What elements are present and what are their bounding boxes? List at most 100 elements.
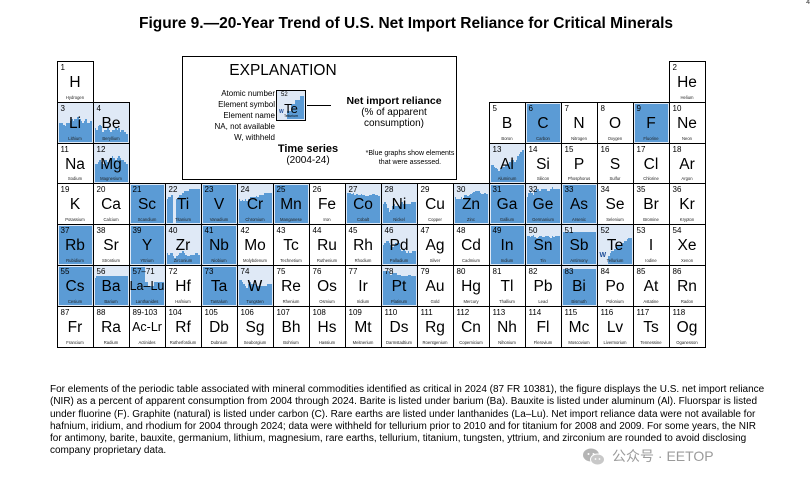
nir-bar: [219, 226, 222, 264]
sample-number: 52: [281, 92, 288, 98]
nir-time-series: [490, 226, 524, 264]
nir-bar: [74, 118, 76, 142]
nir-bar: [66, 267, 68, 305]
nir-bar: [77, 267, 80, 305]
nir-bar: [234, 185, 236, 224]
nir-bar: [207, 226, 209, 264]
nir-bar: [119, 132, 122, 142]
nir-bar: [412, 276, 415, 305]
element-symbol: Cu: [425, 196, 445, 214]
atomic-number: 52: [600, 226, 610, 236]
nir-bar: [90, 226, 92, 264]
nir-bar: [578, 231, 580, 264]
atomic-number: 45: [348, 226, 358, 236]
nir-bar: [243, 284, 245, 305]
element-name: Thallium: [499, 298, 515, 304]
nir-bar: [193, 254, 195, 264]
element-name: Barium: [104, 298, 118, 304]
atomic-number: 26: [312, 185, 322, 195]
nir-bar: [154, 185, 156, 224]
nir-bar: [285, 185, 288, 224]
nir-bar: [205, 185, 208, 224]
nir-bar: [290, 185, 292, 224]
nir-bar: [103, 130, 106, 142]
nir-bar: [257, 196, 260, 224]
watermark-text: 公众号 · EETOP: [612, 448, 714, 464]
nir-time-series: [94, 145, 128, 183]
nir-bar: [247, 198, 250, 224]
element-name: Moscovium: [568, 339, 590, 345]
nir-bar: [255, 195, 258, 224]
nir-bar: [251, 196, 253, 224]
atomic-number: 24: [240, 185, 250, 195]
nir-bar: [539, 103, 541, 142]
nir-bar: [482, 193, 485, 224]
nir-bar: [135, 267, 137, 305]
nir-bar: [554, 236, 557, 264]
element-symbol: Re: [281, 278, 301, 295]
element-cell-zr: 40 Zr Zirconium: [164, 224, 202, 266]
atomic-number: 110: [384, 307, 398, 317]
nir-bar: [121, 130, 123, 142]
nir-bar: [74, 226, 76, 264]
atomic-number: 7: [564, 103, 569, 113]
nir-bar: [138, 226, 140, 264]
element-cell-fe: 26 Fe Iron: [308, 183, 346, 226]
nir-bar: [99, 124, 101, 142]
nir-bar: [224, 267, 227, 305]
nir-bar: [511, 159, 513, 183]
nir-bar: [664, 103, 667, 142]
nir-bar: [198, 254, 200, 264]
atomic-number: 28: [384, 185, 394, 195]
element-cell-ra: 88 Ra Radium: [92, 305, 130, 348]
nir-bar: [64, 126, 67, 142]
nir-bar: [75, 118, 78, 142]
nir-bar: [141, 185, 144, 224]
nir-bar: [520, 152, 523, 183]
nir-bar: [135, 185, 137, 224]
nir-bar: [219, 267, 222, 305]
nir-bar: [493, 226, 496, 264]
nir-bar: [226, 185, 228, 224]
element-name: Iodine: [645, 257, 657, 263]
nir-bar: [612, 250, 615, 264]
nir-bar: [146, 185, 148, 224]
element-cell-mn: 25 Mn Manganese: [272, 183, 310, 226]
nir-bar: [185, 191, 188, 224]
atomic-number: 32: [528, 185, 538, 195]
nir-bar: [180, 194, 183, 224]
nir-bar: [630, 237, 632, 264]
nir-bar: [72, 267, 75, 305]
nir-bar: [584, 231, 587, 264]
atomic-number: 49: [492, 226, 502, 236]
element-symbol: Sn: [533, 237, 553, 255]
nir-bar: [115, 276, 117, 305]
nir-bar: [283, 185, 286, 224]
nir-bar: [110, 132, 112, 142]
label-w: W, withheld: [234, 133, 275, 142]
nir-bar: [149, 285, 152, 305]
nir-bar: [499, 226, 502, 264]
nir-bar: [162, 185, 164, 224]
nir-bar: [548, 191, 551, 224]
element-symbol: Te: [606, 237, 624, 255]
nir-bar: [143, 267, 145, 305]
nir-bar: [387, 241, 389, 264]
nir-bar: [122, 159, 125, 183]
nir-bar: [96, 276, 98, 305]
nir-bar: [126, 163, 128, 183]
nir-bar: [103, 276, 106, 305]
nir-bar: [64, 267, 67, 305]
nir-bar: [72, 120, 75, 142]
nir-bar: [263, 192, 266, 224]
element-name: Iridium: [356, 298, 370, 304]
nir-bar: [97, 276, 100, 305]
nir-bar: [141, 226, 144, 264]
nir-bar: [537, 189, 540, 224]
nir-bar: [645, 103, 648, 142]
nir-bar: [80, 120, 83, 142]
atomic-number: 3: [60, 103, 65, 113]
nir-bar: [257, 285, 260, 305]
element-cell-ga: 31 Ga Gallium: [488, 183, 526, 226]
atomic-number: 107: [276, 307, 290, 317]
